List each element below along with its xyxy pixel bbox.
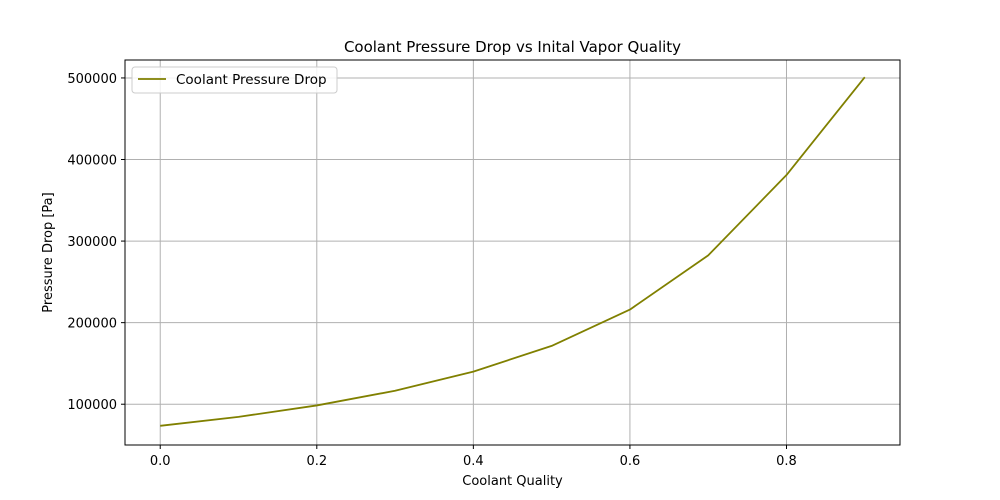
x-tick-label: 0.4 — [463, 454, 484, 469]
x-tick-label: 0.0 — [150, 454, 171, 469]
y-tick-label: 500000 — [67, 72, 117, 87]
legend-frame — [131, 66, 338, 94]
series-layer — [160, 76, 866, 427]
series-line — [160, 76, 866, 427]
x-tick-label: 0.6 — [620, 454, 641, 469]
chart-title: Coolant Pressure Drop vs Inital Vapor Qu… — [344, 38, 681, 56]
grid — [125, 60, 900, 445]
legend: Coolant Pressure Drop — [131, 66, 338, 94]
y-tick-label: 200000 — [67, 317, 117, 332]
y-axis-ticks: 100000 200000 300000 400000 500000 — [67, 72, 125, 413]
y-tick-label: 100000 — [67, 398, 117, 413]
y-axis-label: Pressure Drop [Pa] — [41, 192, 56, 312]
y-tick-label: 300000 — [67, 235, 117, 250]
plot-frame — [124, 59, 901, 446]
x-axis-label: Coolant Quality — [462, 474, 563, 489]
x-axis-ticks: 0.0 0.2 0.4 0.6 0.8 — [150, 445, 797, 469]
x-tick-label: 0.2 — [306, 454, 327, 469]
y-tick-label: 400000 — [67, 154, 117, 169]
x-tick-label: 0.8 — [776, 454, 797, 469]
legend-entry: Coolant Pressure Drop — [176, 72, 327, 88]
